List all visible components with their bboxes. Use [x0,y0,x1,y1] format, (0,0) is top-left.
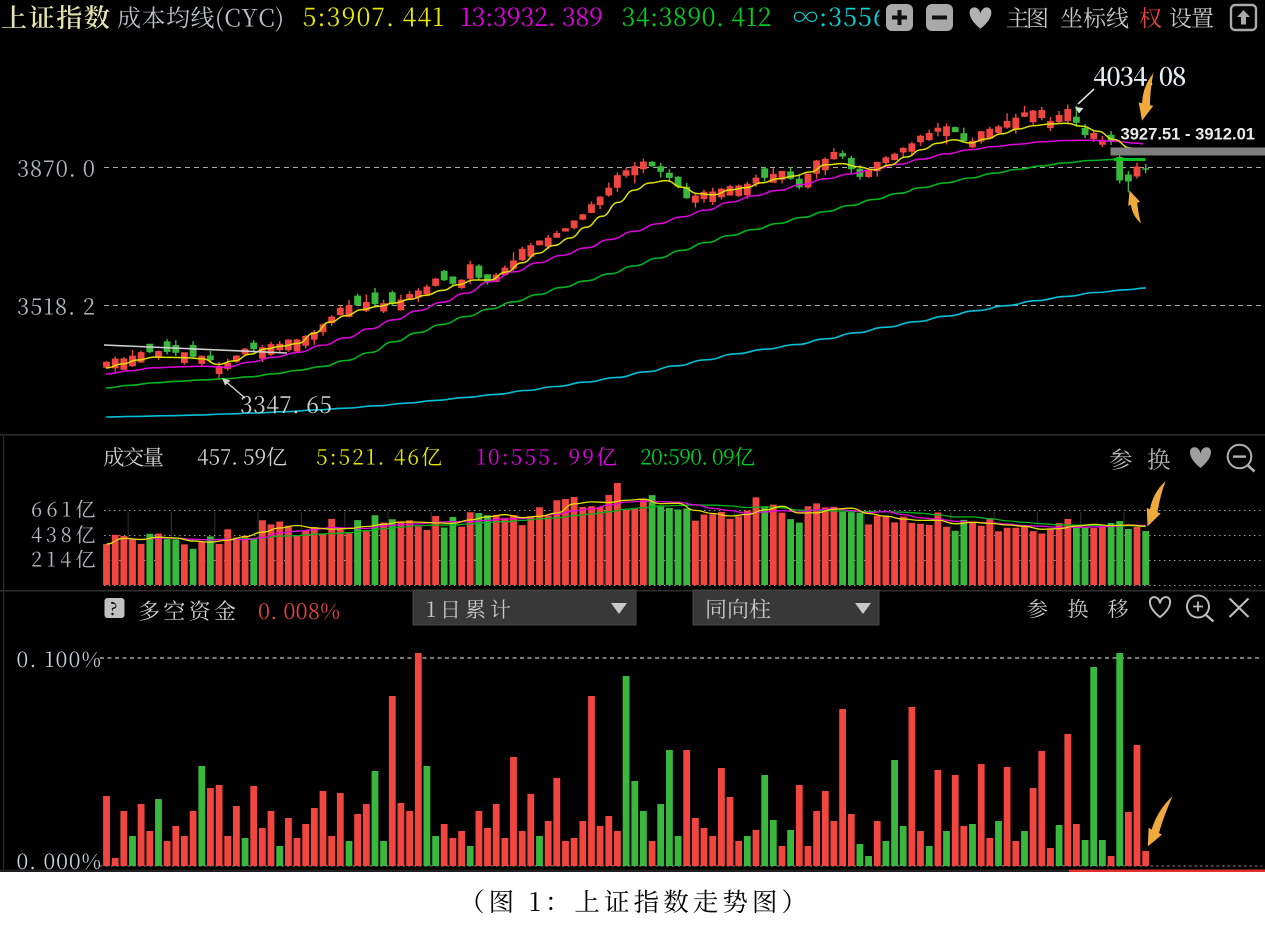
svg-text:3927.51 - 3912.01: 3927.51 - 3912.01 [1121,126,1256,144]
